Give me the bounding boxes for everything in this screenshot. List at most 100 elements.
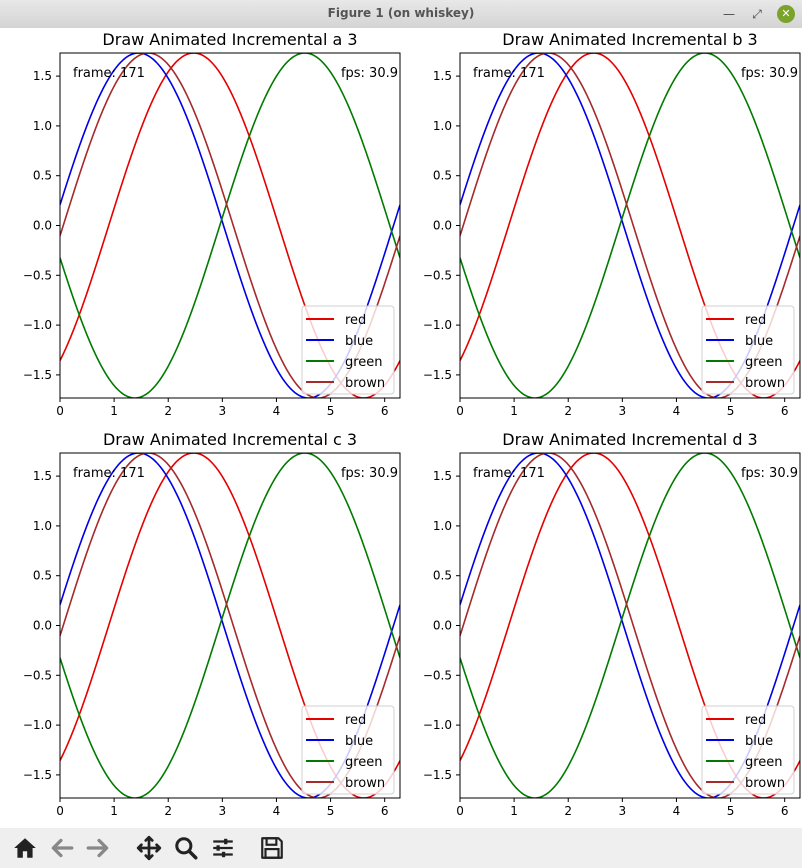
y-tick-label: −1.5 (23, 768, 52, 782)
y-tick-label: −1.0 (423, 318, 452, 332)
x-tick-label: 4 (273, 804, 281, 818)
y-tick-label: −1.0 (423, 718, 452, 732)
y-tick-label: −1.5 (423, 368, 452, 382)
x-tick-label: 5 (327, 404, 335, 418)
x-tick-label: 0 (456, 404, 464, 418)
plot-svg: Draw Animated Incremental c 3 0 1 2 3 4 5 6 1.5 1… (23, 430, 401, 818)
y-tick-label: 0.5 (33, 169, 52, 183)
y-tick-label: −0.5 (423, 668, 452, 682)
legend-label: red (745, 713, 766, 728)
back-arrow-icon[interactable] (49, 835, 75, 861)
legend: red blue green brown (301, 305, 395, 395)
legend: red blue green brown (701, 305, 795, 395)
y-tick-label: 1.0 (433, 519, 452, 533)
forward-arrow-icon[interactable] (85, 835, 111, 861)
navigation-toolbar (0, 828, 802, 868)
y-tick-label: −1.5 (423, 768, 452, 782)
home-icon[interactable] (12, 835, 38, 861)
window-title: Figure 1 (on whiskey) (327, 6, 475, 20)
chart-title: Draw Animated Incremental d 3 (502, 430, 757, 449)
y-tick-label: 1.0 (33, 519, 52, 533)
chart-title: Draw Animated Incremental b 3 (502, 30, 757, 49)
x-tick-label: 0 (56, 404, 64, 418)
series-line-green (460, 53, 800, 398)
y-tick-label: 0.0 (33, 619, 52, 633)
y-tick-label: −1.0 (23, 318, 52, 332)
frame-counter-text: frame: 171 (73, 466, 145, 481)
legend-label: blue (745, 734, 773, 749)
x-tick-label: 6 (381, 404, 389, 418)
x-tick-label: 0 (456, 804, 464, 818)
y-tick-label: −0.5 (23, 268, 52, 282)
close-icon[interactable]: ✕ (777, 5, 795, 23)
series-line-green (460, 453, 800, 798)
frame-counter-text: frame: 171 (73, 66, 145, 81)
y-tick-label: 0.5 (433, 569, 452, 583)
save-floppy-icon[interactable] (259, 835, 285, 861)
x-tick-label: 4 (273, 404, 281, 418)
y-tick-label: −1.5 (23, 368, 52, 382)
y-tick-label: −0.5 (423, 268, 452, 282)
legend-label: brown (345, 376, 385, 391)
x-tick-label: 1 (110, 804, 118, 818)
legend-label: green (345, 755, 383, 770)
x-tick-label: 4 (673, 404, 681, 418)
configure-sliders-icon[interactable] (210, 835, 236, 861)
y-tick-label: 0.5 (33, 569, 52, 583)
legend-box (301, 705, 395, 795)
x-tick-label: 2 (564, 804, 572, 818)
x-tick-label: 3 (619, 804, 627, 818)
series-line-green (60, 453, 400, 798)
fps-text: fps: 30.9 (741, 66, 798, 81)
x-tick-label: 3 (219, 404, 227, 418)
fps-text: fps: 30.9 (741, 466, 798, 481)
x-tick-label: 4 (673, 804, 681, 818)
fps-text: fps: 30.9 (341, 466, 398, 481)
x-tick-label: 1 (510, 404, 518, 418)
maximize-icon[interactable]: ⤢ (752, 7, 762, 21)
legend-label: red (345, 713, 366, 728)
legend-box (301, 305, 395, 395)
y-tick-label: 1.0 (433, 119, 452, 133)
y-tick-label: 1.5 (33, 69, 52, 83)
x-tick-label: 1 (510, 804, 518, 818)
legend-label: blue (345, 734, 373, 749)
y-tick-label: 1.5 (433, 69, 452, 83)
y-tick-label: 0.0 (433, 219, 452, 233)
figure-canvas[interactable]: Draw Animated Incremental a 3 0 1 2 3 4 5 6 1.5 1… (0, 28, 802, 828)
legend-label: brown (745, 376, 785, 391)
frame-counter-text: frame: 171 (473, 466, 545, 481)
x-tick-label: 1 (110, 404, 118, 418)
legend-label: brown (345, 776, 385, 791)
x-tick-label: 0 (56, 804, 64, 818)
plot-svg: Draw Animated Incremental a 3 0 1 2 3 4 5 6 1.5 1… (23, 30, 401, 418)
y-tick-label: 1.0 (33, 119, 52, 133)
x-tick-label: 6 (381, 804, 389, 818)
legend-label: brown (745, 776, 785, 791)
plot-svg: Draw Animated Incremental d 3 0 1 2 3 4 5 6 1.5 1… (423, 430, 801, 818)
chart-title: Draw Animated Incremental c 3 (103, 430, 357, 449)
x-tick-label: 2 (164, 404, 172, 418)
x-tick-label: 2 (564, 404, 572, 418)
x-tick-label: 3 (619, 404, 627, 418)
y-tick-label: 0.0 (433, 619, 452, 633)
legend-label: green (745, 755, 783, 770)
window-titlebar: Figure 1 (on whiskey) — ⤢ ✕ (0, 0, 802, 29)
y-tick-label: −1.0 (23, 718, 52, 732)
y-tick-label: 1.5 (33, 469, 52, 483)
x-tick-label: 6 (781, 804, 789, 818)
pan-move-icon[interactable] (136, 835, 162, 861)
x-tick-label: 5 (327, 804, 335, 818)
y-tick-label: 0.0 (33, 219, 52, 233)
minimize-icon[interactable]: — (723, 7, 735, 21)
legend-label: blue (345, 334, 373, 349)
fps-text: fps: 30.9 (341, 66, 398, 81)
legend-label: red (345, 313, 366, 328)
y-tick-label: 1.5 (433, 469, 452, 483)
legend-label: blue (745, 334, 773, 349)
y-tick-label: −0.5 (23, 668, 52, 682)
x-tick-label: 3 (219, 804, 227, 818)
x-tick-label: 2 (164, 804, 172, 818)
zoom-magnifier-icon[interactable] (173, 835, 199, 861)
x-tick-label: 6 (781, 404, 789, 418)
